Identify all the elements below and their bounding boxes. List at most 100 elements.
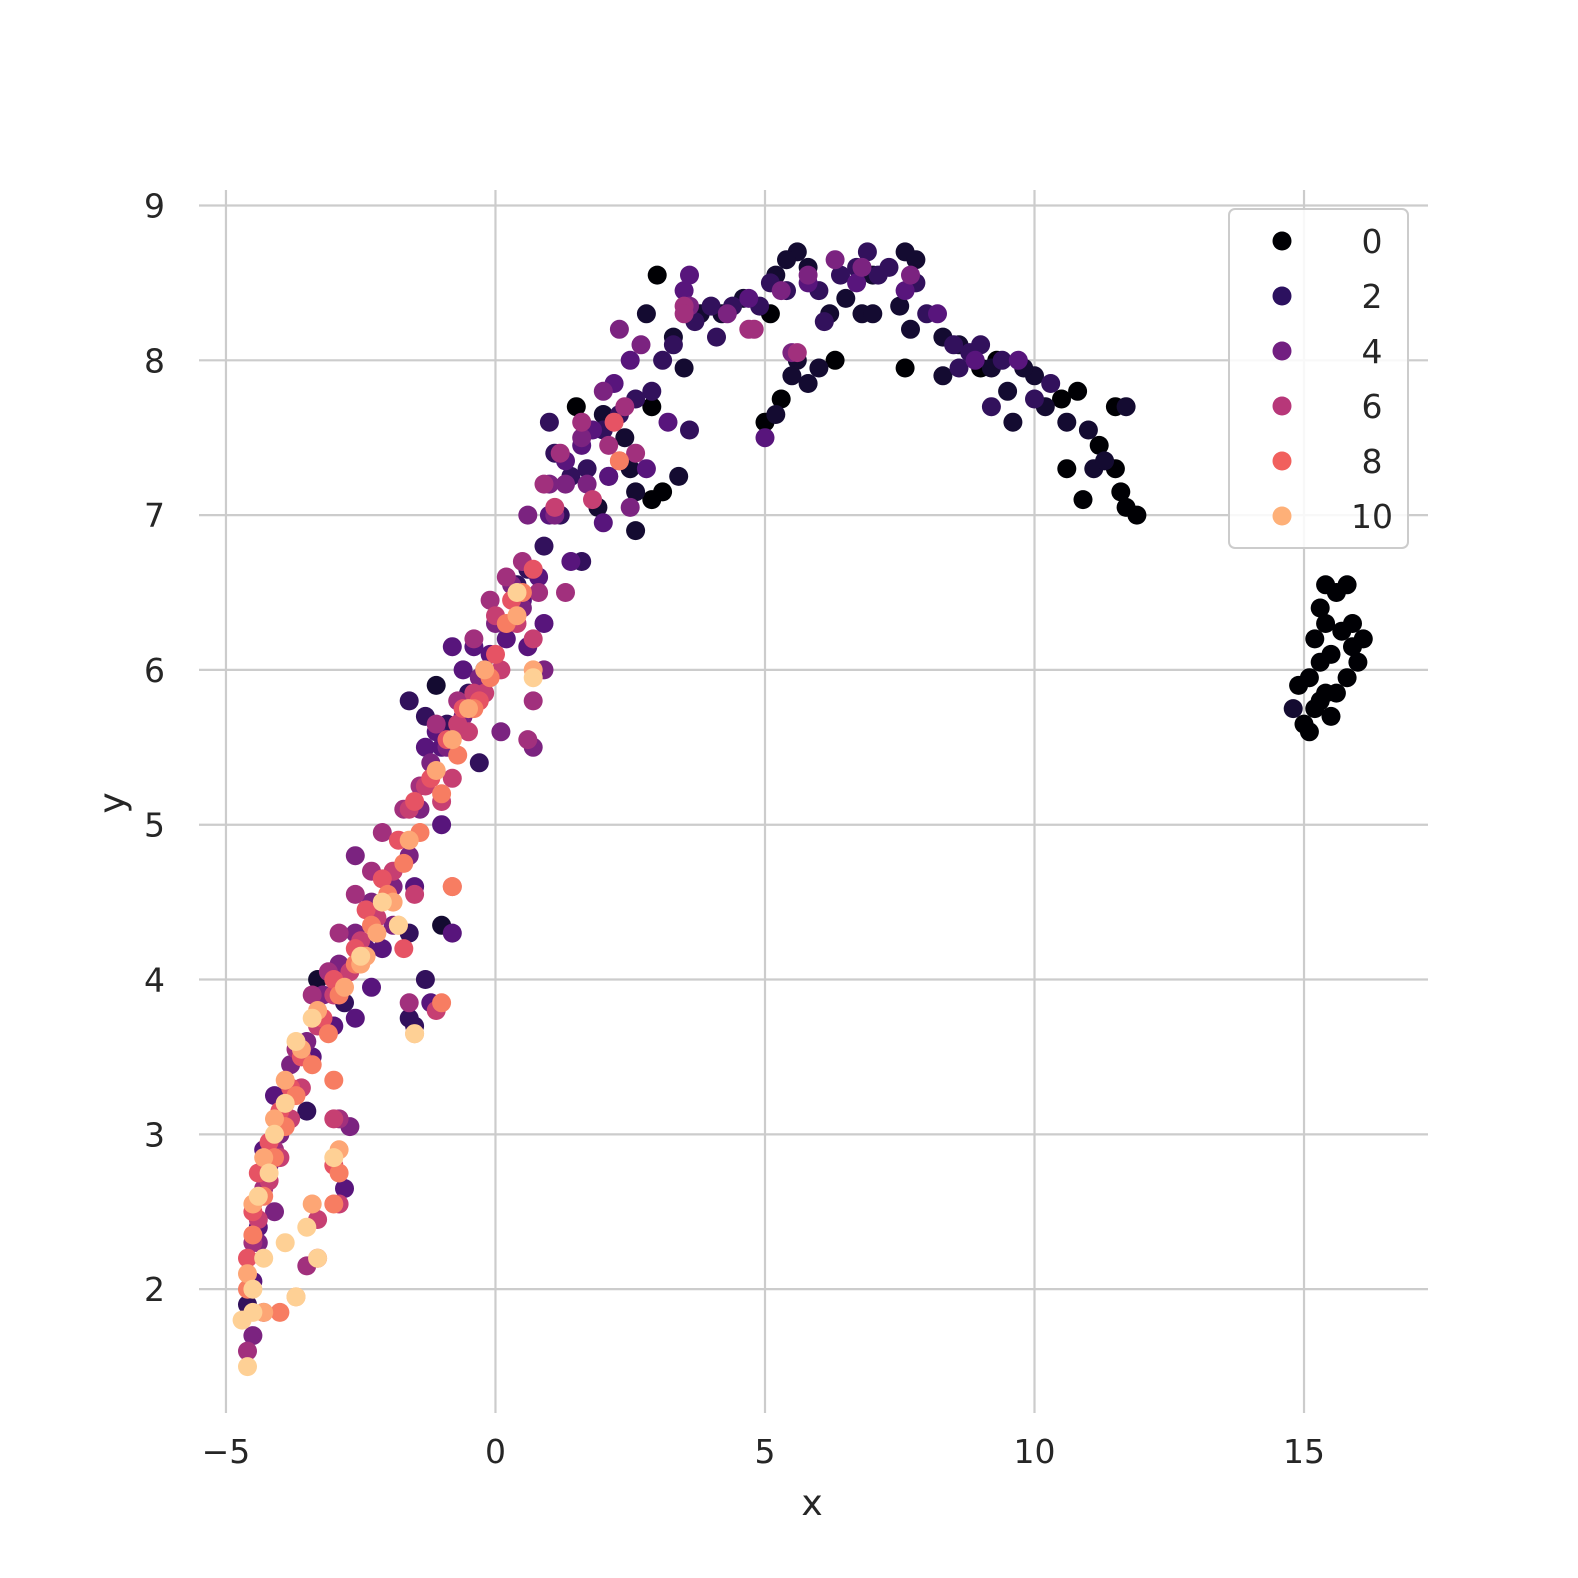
data-point [836,288,856,308]
data-point [572,428,592,448]
data-point [653,350,673,370]
data-point [507,606,527,626]
y-tick-label: 7 [144,496,165,535]
data-point [852,257,872,277]
data-point [1057,459,1077,479]
data-point [480,590,500,610]
data-point [631,335,651,355]
data-point [1111,482,1131,502]
data-point [496,567,516,587]
data-point [362,977,381,997]
data-point [787,343,807,363]
data-point [1310,598,1330,618]
data-point [825,250,845,270]
data-point [469,753,489,773]
data-point [998,381,1018,401]
legend-label: 8 [1362,442,1383,481]
y-tick-label: 4 [144,961,165,1000]
legend-marker [1272,286,1292,306]
data-point [1348,652,1368,672]
data-point [1337,668,1357,688]
data-point [901,319,920,339]
data-point [1057,412,1077,432]
data-point [399,830,419,850]
data-point [928,304,947,324]
data-point [556,474,575,494]
data-point [674,304,694,324]
data-point [1316,614,1336,633]
data-point [507,583,527,602]
data-point [243,1279,263,1299]
data-point [944,335,964,355]
data-point [545,497,565,517]
data-point [238,1357,257,1377]
data-point [308,1248,328,1268]
data-point [814,312,834,332]
data-point [550,443,570,463]
data-point [432,815,452,835]
data-point [372,892,392,912]
data-point [302,985,322,1005]
data-point [577,459,597,479]
data-point [459,699,478,719]
y-tick-labels: 2 3 4 5 6 7 8 9 [144,186,165,1309]
y-tick-label: 9 [144,186,165,225]
data-point [302,1055,322,1075]
data-point [442,768,462,788]
data-point [318,1024,338,1044]
data-point [755,428,775,448]
data-point [1008,350,1028,370]
data-point [335,1179,354,1198]
data-point [992,350,1012,370]
data-point [583,490,602,510]
data-point [599,466,619,486]
data-point [717,304,737,324]
data-point [491,722,511,742]
data-point [324,1070,344,1090]
data-point [809,358,829,378]
data-point [442,877,462,897]
data-point [243,1326,263,1346]
data-point [933,366,953,386]
data-point [593,381,613,401]
x-tick-label: 15 [1283,1432,1325,1471]
x-axis-label: x [801,1483,822,1524]
data-point [523,691,543,711]
data-point [248,1186,268,1206]
data-point [680,265,699,285]
data-point [680,420,699,440]
data-point [254,1248,274,1268]
data-point [615,428,635,448]
data-point [771,389,791,409]
data-point [405,792,425,811]
data-point [642,397,662,417]
data-point [1326,683,1346,703]
data-point [653,482,673,502]
data-point [518,505,538,525]
data-point [1089,435,1109,455]
data-point [798,374,818,393]
x-tick-labels: −5 0 5 10 15 [202,1432,1325,1471]
data-point [335,977,354,997]
data-point [324,1109,344,1129]
data-point [674,358,694,378]
data-point [324,1194,344,1214]
data-point [372,869,392,889]
data-point [405,1024,425,1044]
data-point [604,412,624,432]
data-point [523,629,543,649]
data-point [1321,644,1341,664]
data-point [949,358,969,378]
data-point [863,304,883,324]
legend-marker [1272,341,1292,361]
data-point [868,265,888,285]
data-point [399,993,419,1013]
legend-label: 4 [1362,332,1383,371]
data-point [626,443,646,463]
data-point [658,412,678,432]
data-point [566,397,586,417]
data-point [609,319,629,339]
data-point [534,614,554,633]
y-tick-label: 2 [144,1270,165,1309]
